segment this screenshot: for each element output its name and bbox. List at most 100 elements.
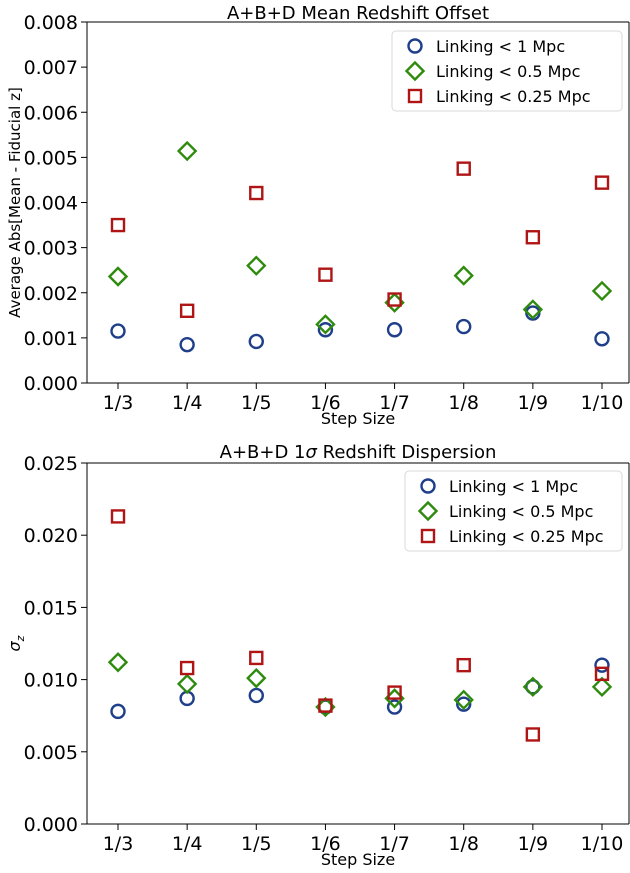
square-marker	[318, 698, 333, 713]
series-1	[110, 305, 610, 353]
diamond-marker	[591, 676, 613, 698]
x-axis-label: Step Size	[321, 409, 395, 428]
square-marker	[179, 660, 195, 676]
dispersion-panel: A+B+D 1σ Redshift Dispersion0.0000.0050.…	[5, 442, 630, 869]
square-marker	[249, 650, 264, 666]
y-tick-label: 0.006	[24, 102, 78, 124]
y-axis-label-symbol: σ	[5, 640, 24, 651]
legend-box	[391, 30, 623, 112]
x-tick-label: 1/8	[448, 392, 479, 414]
diamond-marker	[315, 314, 336, 335]
x-tick-label: 1/7	[379, 833, 410, 855]
x-tick-label: 1/6	[310, 392, 341, 414]
y-tick-label: 0.000	[24, 814, 78, 836]
y-tick-label: 0.008	[24, 12, 78, 34]
square-marker	[179, 303, 195, 318]
legend-circle-marker	[407, 38, 423, 54]
circle-marker	[179, 336, 195, 353]
chart-title: A+B+D Mean Redshift Offset	[227, 3, 489, 24]
diamond-marker	[107, 266, 129, 287]
circle-marker	[317, 322, 334, 338]
x-tick-label: 1/3	[103, 833, 134, 855]
y-tick-label: 0.015	[24, 597, 78, 619]
square-marker	[456, 161, 471, 176]
square-marker	[387, 292, 402, 307]
x-tick-label: 1/7	[379, 392, 410, 414]
legend-label: Linking < 1 Mpc	[436, 37, 565, 56]
x-tick-label: 1/8	[448, 833, 479, 855]
x-tick-label: 1/3	[103, 392, 134, 414]
chart-title-prefix: A+B+D 1	[220, 442, 306, 463]
legend-circle-marker	[420, 478, 436, 494]
diamond-marker	[107, 652, 129, 673]
circle-marker	[594, 331, 610, 347]
y-tick-label: 0.001	[24, 328, 78, 350]
y-axis-label: σz	[5, 635, 27, 651]
circle-marker	[248, 687, 264, 704]
square-marker	[594, 175, 610, 190]
mean-offset-panel: A+B+D Mean Redshift Offset 0.000 0.001 0.00…	[6, 3, 630, 428]
circle-marker	[248, 333, 264, 350]
diamond-marker	[176, 140, 198, 162]
series-1	[110, 657, 610, 720]
circle-marker	[110, 323, 126, 339]
y-tick-label: 0.007	[24, 57, 78, 79]
diamond-marker	[246, 667, 267, 689]
diamond-marker	[176, 673, 198, 695]
chart-title-suffix: Redshift Dispersion	[317, 442, 496, 463]
square-marker	[110, 217, 126, 233]
circle-marker	[456, 318, 472, 335]
legend-label: Linking < 1 Mpc	[449, 477, 578, 496]
x-tick-label: 1/9	[518, 392, 549, 414]
legend-label: Linking < 0.25 Mpc	[449, 527, 604, 546]
x-tick-label: 1/6	[310, 833, 341, 855]
chart-title-symbol: σ	[306, 442, 318, 463]
x-tick-label: 1/5	[241, 833, 272, 855]
square-marker	[249, 185, 264, 201]
x-tick-label: 1/10	[581, 833, 624, 855]
y-tick-label: 0.020	[24, 525, 78, 547]
square-marker	[525, 727, 541, 742]
x-tick-label: 1/5	[241, 392, 272, 414]
diamond-marker	[591, 280, 613, 302]
square-marker	[318, 267, 333, 282]
legend: Linking < 1 Mpc Linking < 0.5 Mpc Linking …	[404, 470, 623, 552]
legend-label: Linking < 0.5 Mpc	[436, 62, 580, 81]
x-tick-label: 1/4	[172, 833, 203, 855]
y-tick-label: 0.005	[24, 742, 78, 764]
x-tick-label: 1/10	[581, 392, 624, 414]
diamond-marker	[453, 265, 474, 286]
diamond-marker	[522, 676, 544, 698]
circle-marker	[525, 679, 541, 695]
y-axis-label: Average Abs[Mean - Fiducial z]	[6, 87, 24, 318]
diamond-marker	[453, 689, 474, 711]
square-marker	[456, 657, 471, 673]
legend-box	[404, 470, 623, 552]
y-tick-label: 0.025	[24, 453, 78, 475]
y-tick-label: 0.005	[24, 147, 78, 169]
square-marker	[387, 685, 402, 700]
legend-label: Linking < 0.25 Mpc	[436, 87, 591, 106]
circle-marker	[456, 696, 472, 712]
y-tick-label: 0.004	[24, 193, 78, 215]
chart-title: A+B+D 1σ Redshift Dispersion	[220, 442, 497, 463]
circle-marker	[594, 657, 610, 673]
square-marker	[525, 230, 541, 245]
series-3	[110, 509, 610, 742]
x-axis-label: Step Size	[321, 850, 395, 869]
x-tick-label: 1/9	[518, 833, 549, 855]
circle-marker	[386, 322, 403, 338]
legend: Linking < 1 Mpc Linking < 0.5 Mpc Linking …	[391, 30, 623, 112]
y-tick-label: 0.003	[24, 238, 78, 260]
y-axis-label-subscript: z	[14, 635, 27, 642]
series-2	[107, 140, 613, 335]
series-3	[110, 161, 610, 318]
y-tick-label: 0.010	[24, 670, 78, 692]
square-marker	[110, 509, 126, 524]
y-tick-label: 0.002	[24, 283, 78, 305]
square-marker	[594, 666, 610, 682]
diamond-marker	[522, 299, 544, 320]
legend-square-marker	[407, 88, 423, 104]
legend-diamond-marker	[417, 500, 439, 522]
